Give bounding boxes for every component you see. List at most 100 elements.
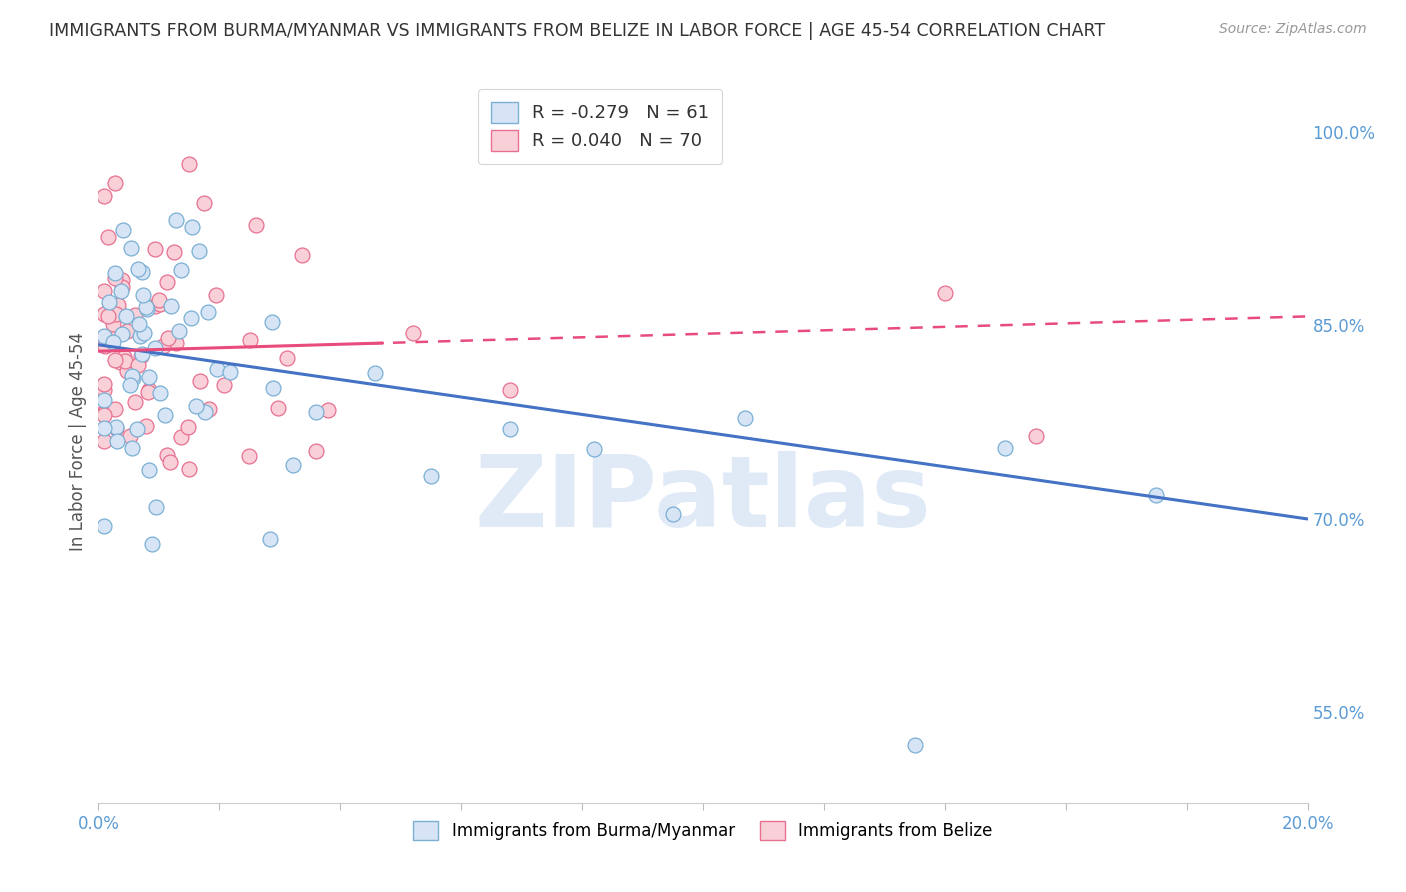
Point [259,533,281,547]
Point [291,248,314,262]
Point [134,300,156,314]
Point [205,361,228,376]
Point [145,500,167,514]
Point [121,441,143,455]
Point [97,230,120,244]
Point [118,429,141,443]
Point [1144,487,1167,501]
Point [149,296,172,310]
Point [143,299,166,313]
Point [180,310,202,325]
Point [188,375,211,389]
Point [93,188,115,202]
Point [121,369,143,384]
Point [107,298,129,312]
Point [93,408,115,422]
Point [160,299,183,313]
Point [104,353,127,368]
Point [93,339,115,353]
Point [212,378,235,392]
Point [124,308,146,322]
Point [165,335,187,350]
Text: Source: ZipAtlas.com: Source: ZipAtlas.com [1219,22,1367,37]
Point [97,310,120,324]
Point [305,443,328,458]
Point [994,442,1017,456]
Point [93,307,115,321]
Point [103,317,125,331]
Point [108,355,131,369]
Point [193,195,215,210]
Point [194,405,217,419]
Point [104,271,127,285]
Point [188,244,211,258]
Point [141,537,163,551]
Point [105,307,128,321]
Point [104,421,127,435]
Point [121,241,143,255]
Point [93,405,115,419]
Point [734,411,756,425]
Point [117,324,139,338]
Point [267,401,290,415]
Point [124,395,146,409]
Point [136,384,159,399]
Point [583,442,606,457]
Point [1024,429,1046,443]
Point [125,422,148,436]
Point [143,341,166,355]
Point [934,286,956,301]
Point [129,328,152,343]
Point [153,409,176,423]
Point [93,406,115,420]
Text: ZIPatlas: ZIPatlas [475,450,931,548]
Point [111,273,134,287]
Point [148,293,170,308]
Point [115,364,138,378]
Point [149,385,172,400]
Point [127,358,149,372]
Point [131,265,153,279]
Point [111,326,134,341]
Point [138,384,160,398]
Point [239,333,262,347]
Point [167,324,190,338]
Point [262,315,284,329]
Point [93,420,115,434]
Point [661,507,683,521]
Point [97,294,120,309]
Point [305,405,328,419]
Point [904,738,927,752]
Point [114,354,136,368]
Point [132,287,155,301]
Point [159,455,181,469]
Point [104,420,127,434]
Point [128,317,150,331]
Point [105,326,128,340]
Point [177,420,200,434]
Point [170,262,193,277]
Point [134,326,156,341]
Point [163,244,186,259]
Point [136,301,159,316]
Point [177,461,200,475]
Point [93,434,115,448]
Point [170,430,193,444]
Point [156,275,179,289]
Point [138,463,160,477]
Point [93,383,115,397]
Point [238,449,260,463]
Point [165,213,187,227]
Point [104,266,127,280]
Point [179,157,201,171]
Point [245,218,267,232]
Point [96,333,118,347]
Point [110,284,132,298]
Point [93,519,115,533]
Point [316,402,339,417]
Point [205,287,228,301]
Point [101,335,124,350]
Point [152,339,174,353]
Point [111,280,134,294]
Point [93,377,115,392]
